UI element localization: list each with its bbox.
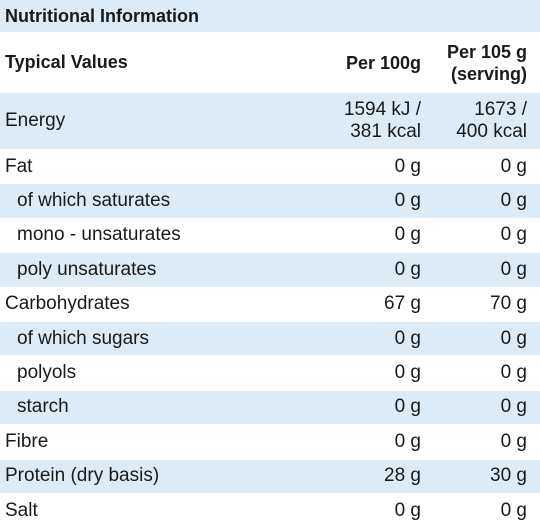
per-serving-cell: 0 g [421,362,540,384]
header-per-serving: Per 105 g (serving) [421,41,540,85]
per-100g-cell: 0 g [221,500,421,522]
cell-line: 70 g [490,293,527,315]
cell-line: (serving) [450,63,527,84]
per-serving-cell: 70 g [421,293,540,315]
cell-line: 67 g [384,293,421,315]
cell-line: 0 g [394,155,421,177]
cell-line: 0 g [394,396,421,418]
cell-line: 0 g [394,499,421,521]
cell-line: 0 g [500,430,527,452]
cell-line: 1673 / [474,99,527,120]
table-row: starch 0 g 0 g [0,390,540,426]
per-100g-cell: 0 g [221,362,421,384]
cell-line: 0 g [500,362,527,384]
per-serving-cell: 0 g [421,328,540,350]
cell-line: Per 100g [345,52,421,73]
cell-line: 1594 kJ / [343,99,421,120]
per-serving-cell: 0 g [421,500,540,522]
table-row: of which saturates 0 g 0 g [0,184,540,219]
per-100g-cell: 0 g [221,328,421,350]
per-serving-cell: 1673 /400 kcal [421,99,540,143]
cell-line: 0 g [394,362,421,384]
header-per-100g: Per 100g [221,52,421,74]
row-label: Protein (dry basis) [5,465,160,487]
table-row: Carbohydrates 67 g 70 g [0,288,540,322]
row-label: Energy [5,110,66,131]
per-100g-cell: 0 g [221,190,421,212]
per-100g-cell: 1594 kJ /381 kcal [221,99,421,143]
table-row: Fibre 0 g 0 g [0,425,540,460]
cell-line: 28 g [384,465,421,487]
per-100g-cell: 0 g [221,396,421,418]
table-row: of which sugars 0 g 0 g [0,321,540,357]
cell-line: 0 g [394,190,421,212]
table-row: Protein (dry basis) 28 g 30 g [0,459,540,494]
table-row: poly unsaturates 0 g 0 g [0,253,540,288]
cell-line: 0 g [394,327,421,349]
cell-line: 0 g [500,258,527,280]
per-100g-cell: 0 g [221,224,421,246]
row-label: Fibre [5,430,49,452]
row-label: of which sugars [17,327,150,349]
row-label: poly unsaturates [17,258,157,280]
cell-line: 0 g [394,430,421,452]
row-label: Carbohydrates [5,293,130,315]
per-serving-cell: 0 g [421,224,540,246]
cell-line: 0 g [394,258,421,280]
table-row: Energy 1594 kJ /381 kcal 1673 /400 kcal [0,93,540,150]
per-serving-cell: 30 g [421,465,540,487]
per-100g-cell: 0 g [221,156,421,178]
row-label: polyols [17,362,77,384]
cell-line: 400 kcal [456,121,527,142]
per-100g-cell: 28 g [221,465,421,487]
row-label: of which saturates [17,190,171,212]
table-row: Salt 0 g 0 g [0,494,540,529]
cell-line: 0 g [500,224,527,246]
cell-line: 381 kcal [350,121,421,142]
cell-line: 0 g [500,396,527,418]
table-row: polyols 0 g 0 g [0,356,540,391]
header-label: Typical Values [5,52,128,72]
per-serving-cell: 0 g [421,431,540,453]
row-label: Salt [5,499,38,521]
per-serving-cell: 0 g [421,190,540,212]
per-serving-cell: 0 g [421,396,540,418]
per-serving-cell: 0 g [421,259,540,281]
row-label: mono - unsaturates [17,224,181,246]
cell-line: 0 g [394,224,421,246]
per-100g-cell: 0 g [221,431,421,453]
row-label: starch [17,396,69,418]
per-100g-cell: 67 g [221,293,421,315]
per-100g-cell: 0 g [221,259,421,281]
cell-line: 0 g [500,155,527,177]
cell-line: 0 g [500,190,527,212]
cell-line: 0 g [500,499,527,521]
per-serving-cell: 0 g [421,156,540,178]
table-title: Nutritional Information [0,0,540,33]
cell-line: 30 g [490,465,527,487]
row-label: Fat [5,155,33,177]
header-row: Typical Values Per 100g Per 105 g (servin… [0,33,540,93]
table-row: mono - unsaturates 0 g 0 g [0,219,540,254]
table-body: Energy 1594 kJ /381 kcal 1673 /400 kcal Fat… [0,93,540,529]
table-row: Fat 0 g 0 g [0,150,540,185]
cell-line: Per 105 g [446,41,527,62]
cell-line: 0 g [500,327,527,349]
